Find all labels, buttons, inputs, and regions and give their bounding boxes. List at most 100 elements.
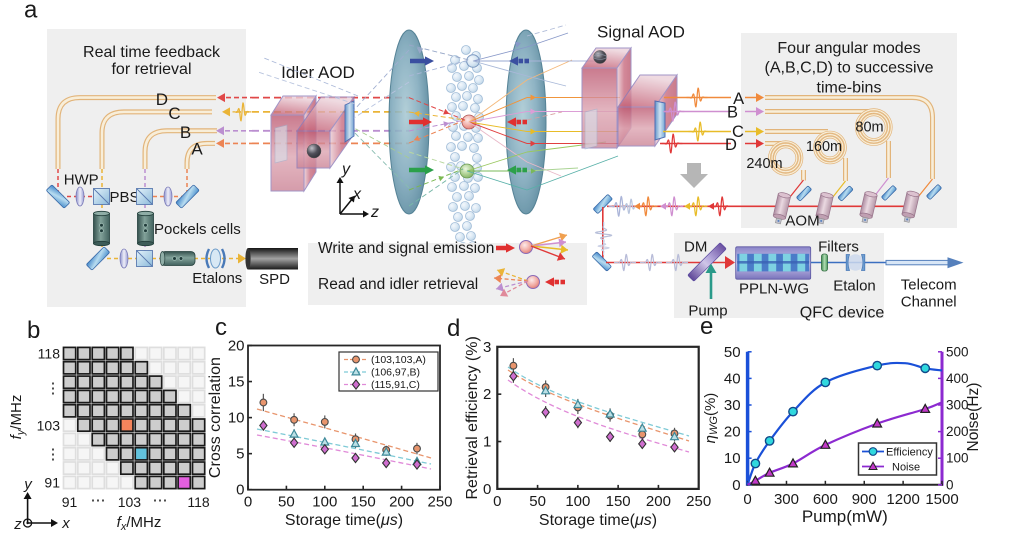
svg-text:300: 300 [946,398,969,413]
svg-text:B: B [180,123,191,142]
svg-text:15: 15 [228,374,245,391]
svg-text:C: C [168,104,180,123]
svg-text:AOM: AOM [785,213,819,230]
svg-text:b: b [27,317,40,344]
svg-text:0: 0 [946,477,954,492]
svg-text:240m: 240m [746,156,782,172]
svg-text:0: 0 [236,482,244,499]
svg-text:QFC device: QFC device [800,305,885,322]
svg-text:⋯: ⋯ [91,492,106,509]
svg-text:Read and idler retrieval: Read and idler retrieval [318,276,478,293]
svg-text:Storage time(μs): Storage time(μs) [539,512,657,529]
svg-text:2: 2 [483,386,491,403]
svg-text:Cross correlation: Cross correlation [207,357,224,478]
svg-text:20: 20 [724,424,741,441]
svg-text:y: y [23,476,33,493]
svg-text:91: 91 [62,494,78,510]
svg-text:for retrieval: for retrieval [111,61,191,78]
svg-text:20: 20 [228,338,245,355]
svg-text:z: z [370,204,379,221]
svg-text:Filters: Filters [818,239,859,256]
svg-text:0: 0 [732,477,740,494]
svg-text:Four angular modes: Four angular modes [777,40,920,57]
svg-text:0: 0 [244,494,252,511]
svg-text:400: 400 [946,371,969,386]
svg-text:0: 0 [483,481,491,498]
svg-text:time-bins: time-bins [817,79,882,96]
svg-text:DM: DM [684,239,707,256]
svg-text:(A,B,C,D) to successive: (A,B,C,D) to successive [765,59,934,76]
svg-text:B: B [727,104,738,122]
svg-text:fy/MHz: fy/MHz [8,395,27,440]
svg-text:A: A [733,90,744,108]
svg-text:(115,91,C): (115,91,C) [371,379,420,391]
svg-text:50: 50 [278,494,295,511]
svg-text:Idler AOD: Idler AOD [281,63,355,82]
svg-text:x: x [352,186,362,203]
svg-text:(106,97,B): (106,97,B) [371,367,420,379]
svg-text:1500: 1500 [925,491,958,508]
svg-text:Retrieval efficiency (%): Retrieval efficiency (%) [464,336,481,499]
svg-text:x: x [61,515,70,532]
svg-text:Telecom: Telecom [901,277,957,294]
svg-text:c: c [215,314,227,341]
svg-text:250: 250 [686,493,711,510]
svg-text:10: 10 [724,450,741,467]
svg-text:⋮: ⋮ [46,446,61,463]
svg-text:Pump(mW): Pump(mW) [802,507,888,526]
svg-text:103: 103 [37,418,61,434]
svg-text:PPLN-WG: PPLN-WG [739,281,809,298]
svg-text:e: e [700,313,713,340]
svg-text:50: 50 [724,344,741,361]
svg-text:100: 100 [946,451,969,466]
svg-text:300: 300 [774,491,799,508]
svg-text:Efficiency: Efficiency [886,447,933,459]
svg-text:250: 250 [427,494,452,511]
svg-text:1200: 1200 [886,491,919,508]
svg-text:d: d [447,315,460,342]
svg-text:Storage time(μs): Storage time(μs) [285,512,403,529]
svg-text:C: C [732,123,744,141]
svg-text:0: 0 [493,493,501,510]
svg-text:Pump: Pump [688,303,727,320]
svg-text:200: 200 [946,424,969,439]
svg-text:5: 5 [236,446,244,463]
svg-text:A: A [191,140,203,159]
svg-text:200: 200 [389,494,414,511]
svg-text:D: D [156,90,168,109]
svg-text:40: 40 [724,370,741,387]
svg-text:D: D [725,136,737,154]
svg-text:900: 900 [852,491,877,508]
svg-text:150: 150 [351,494,376,511]
svg-text:⋯: ⋯ [153,492,168,509]
svg-text:0: 0 [743,491,751,508]
svg-text:118: 118 [38,346,61,362]
svg-text:100: 100 [312,494,337,511]
svg-text:PBS: PBS [110,189,140,206]
svg-text:Signal AOD: Signal AOD [597,23,685,42]
svg-text:50: 50 [529,493,546,510]
svg-text:Etalon: Etalon [833,278,876,295]
svg-text:1: 1 [483,434,491,451]
svg-text:3: 3 [483,339,491,356]
svg-text:SPD: SPD [259,271,290,288]
svg-text:Channel: Channel [901,294,957,311]
svg-text:118: 118 [187,494,210,510]
svg-text:103: 103 [118,494,142,510]
svg-text:fx/MHz: fx/MHz [117,514,162,533]
svg-text:600: 600 [813,491,838,508]
svg-text:ηWG(%): ηWG(%) [702,393,720,444]
svg-text:80m: 80m [855,120,883,136]
svg-text:Noise: Noise [892,462,920,474]
svg-text:y: y [341,161,351,178]
svg-text:Noise(Hz): Noise(Hz) [965,383,982,452]
svg-text:Write and signal emission: Write and signal emission [318,240,494,257]
svg-text:Pockels cells: Pockels cells [154,221,241,238]
svg-text:200: 200 [646,493,671,510]
svg-text:Etalons: Etalons [192,270,242,287]
svg-text:a: a [24,0,38,24]
svg-text:91: 91 [44,475,60,491]
svg-text:(103,103,A): (103,103,A) [371,354,426,366]
svg-text:150: 150 [606,493,631,510]
svg-text:100: 100 [565,493,590,510]
